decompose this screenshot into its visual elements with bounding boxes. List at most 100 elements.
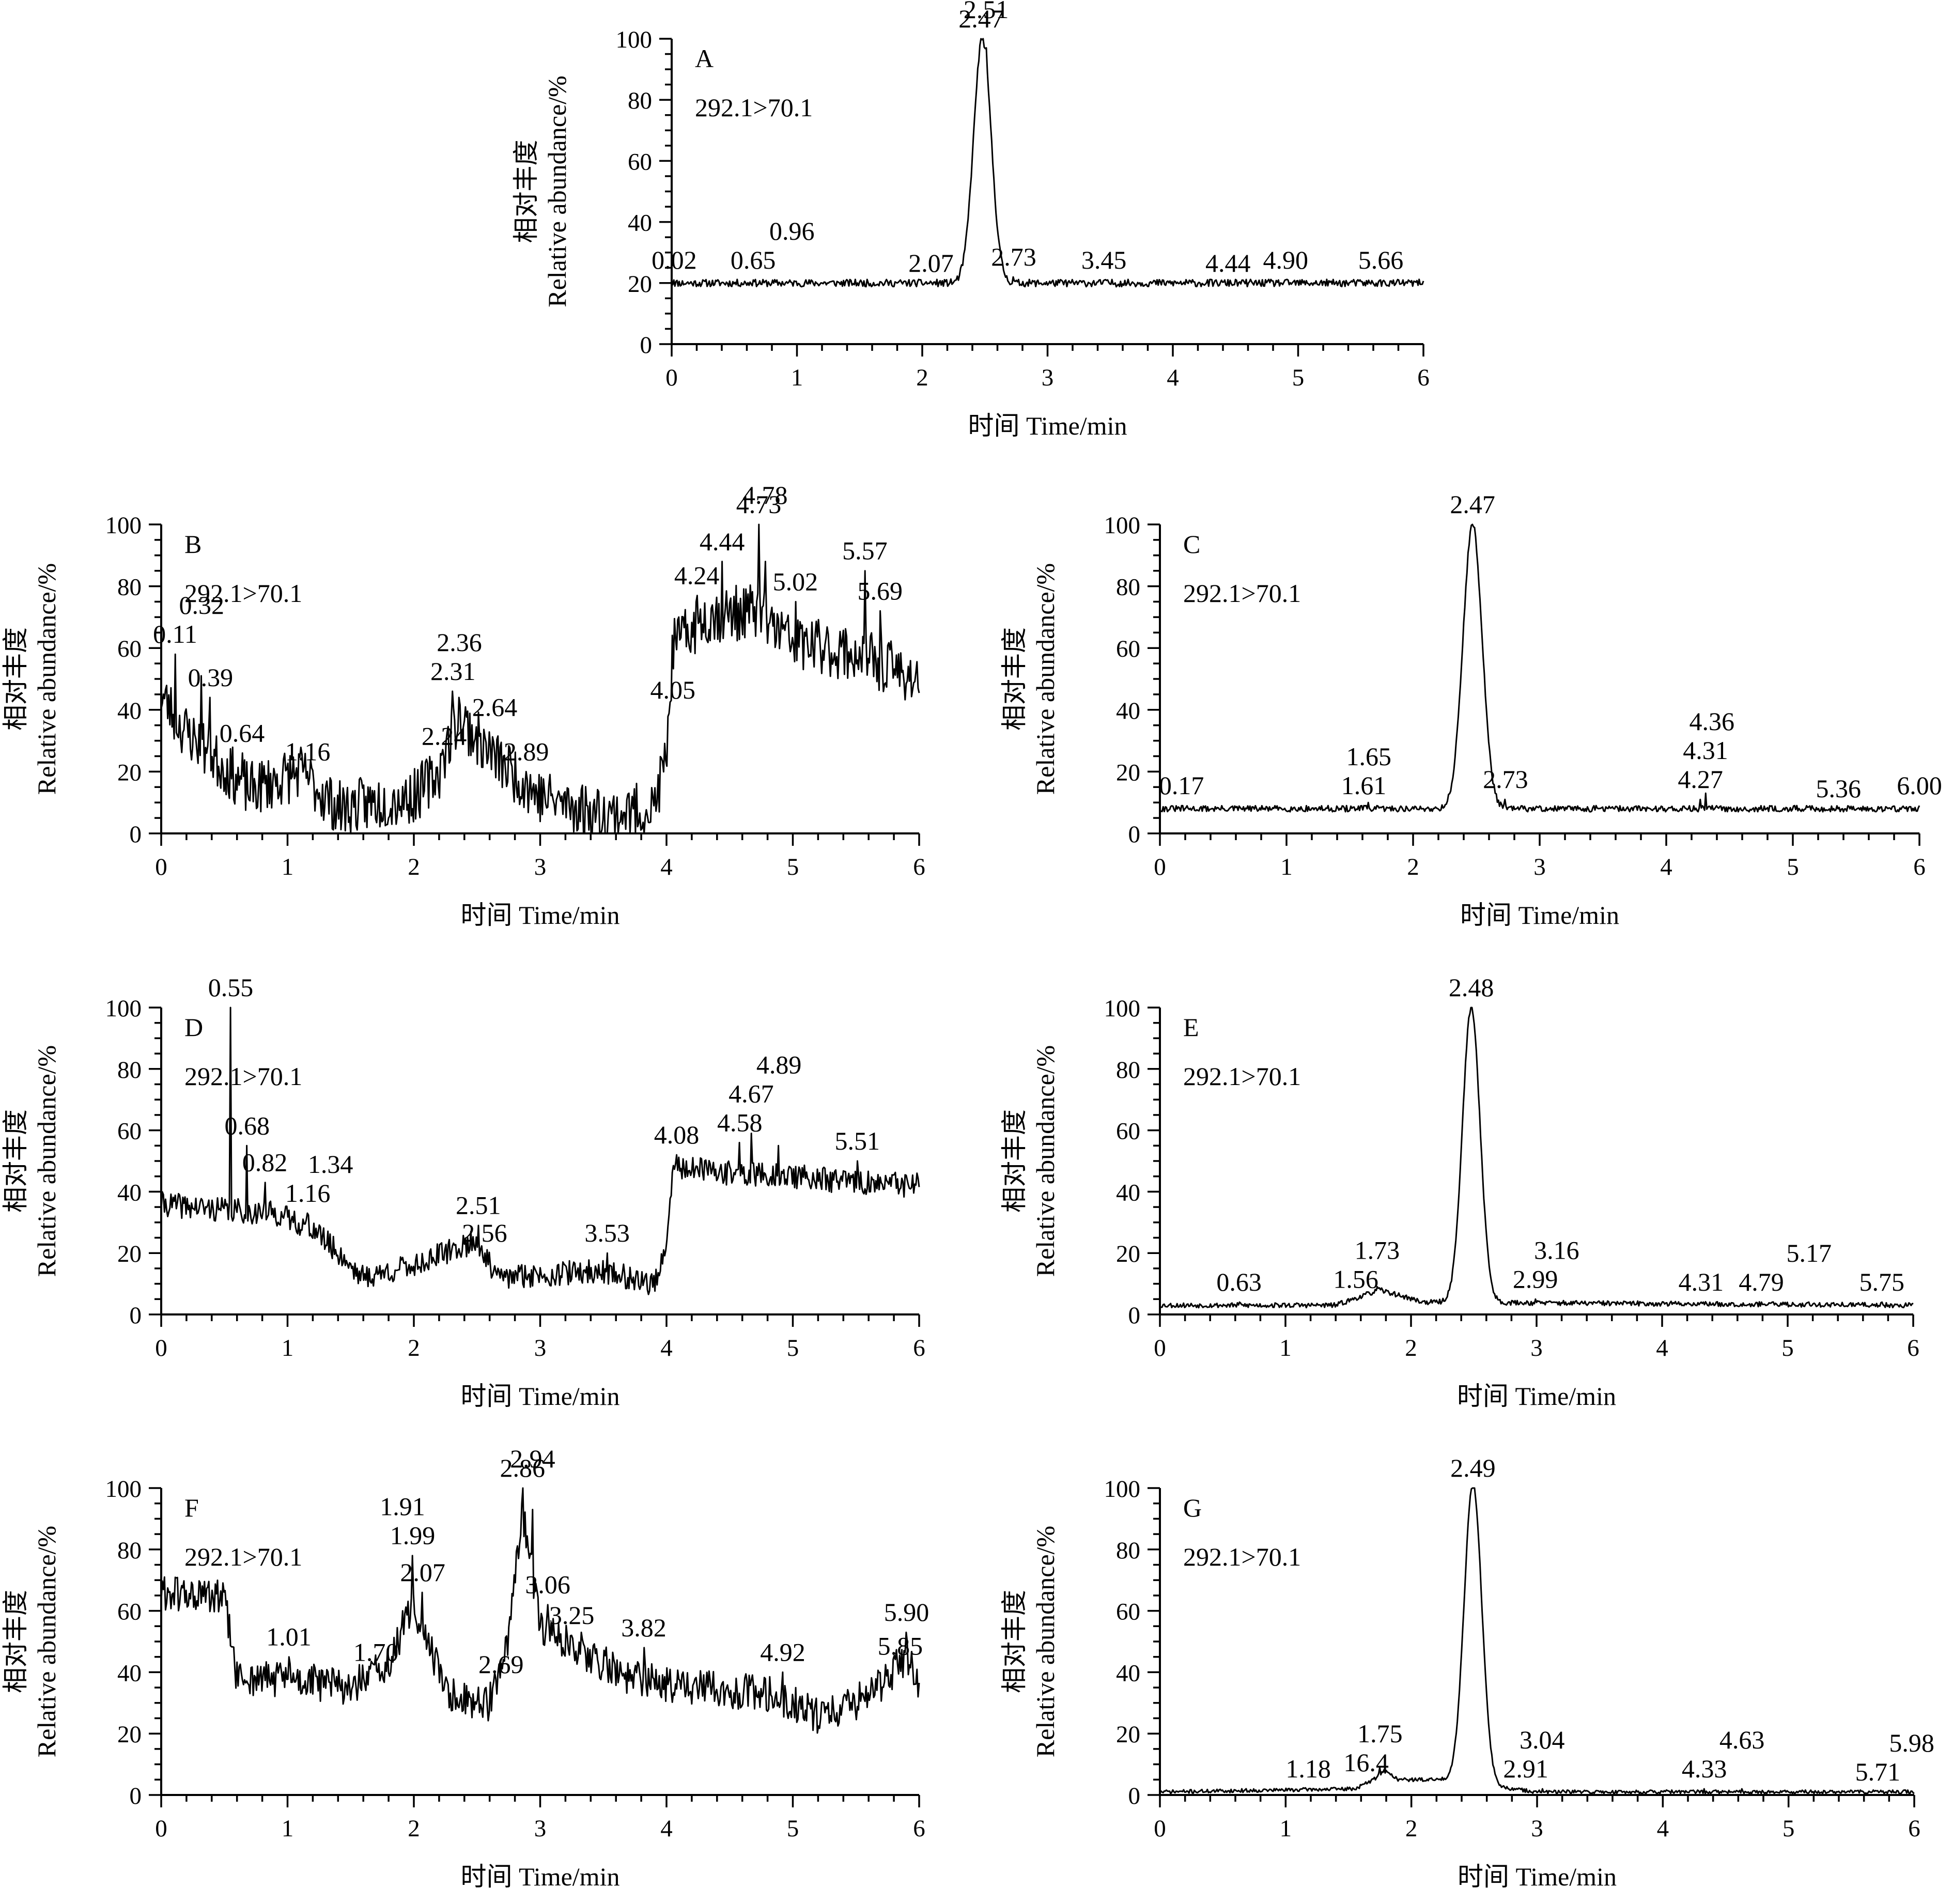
y-tick-label: 20 — [117, 759, 142, 786]
panel-letter: F — [184, 1493, 199, 1522]
x-tick-label: 1 — [282, 854, 294, 880]
transition-label: 292.1>70.1 — [1183, 1062, 1301, 1091]
peak-label: 1.73 — [1355, 1235, 1400, 1264]
y-tick-label: 20 — [117, 1721, 142, 1748]
x-tick-label: 0 — [1154, 1335, 1166, 1361]
y-tick-label: 80 — [1116, 574, 1140, 601]
y-tick-label: 0 — [1128, 1302, 1141, 1329]
peak-label: 1.65 — [1346, 742, 1392, 771]
y-tick-label: 80 — [117, 1057, 142, 1083]
peak-label: 2.91 — [1503, 1754, 1548, 1783]
x-tick-label: 5 — [787, 854, 799, 880]
x-tick-label: 4 — [660, 854, 673, 880]
y-tick-label: 0 — [130, 1783, 142, 1809]
y-axis-title-en: Relative abundance/% — [32, 1526, 61, 1757]
x-tick-label: 3 — [1042, 364, 1054, 391]
peak-label: 4.73 — [736, 490, 782, 519]
x-tick-label: 4 — [660, 1815, 673, 1842]
x-tick-label: 6 — [913, 1815, 925, 1842]
y-tick-label: 0 — [1128, 821, 1141, 848]
panel-letter: C — [1183, 530, 1200, 559]
y-tick-label: 40 — [117, 698, 142, 724]
peak-label: 1.01 — [266, 1622, 312, 1651]
chromatogram-trace — [1159, 523, 1920, 813]
y-axis-title-cn: 相对丰度 — [1000, 627, 1029, 731]
peak-label: 0.65 — [731, 245, 776, 274]
x-tick-label: 1 — [1280, 854, 1293, 880]
chromatogram-trace — [1159, 1007, 1914, 1309]
y-axis-title-cn: 相对丰度 — [1000, 1590, 1029, 1693]
panel-letter: A — [695, 44, 714, 73]
y-tick-label: 40 — [628, 210, 652, 237]
transition-label: 292.1>70.1 — [1183, 1542, 1301, 1571]
peak-label: 4.27 — [1678, 765, 1723, 794]
peak-label: 0.68 — [225, 1111, 270, 1140]
x-tick-label: 6 — [1913, 854, 1926, 880]
peak-label: 3.82 — [621, 1613, 667, 1642]
peak-label: 3.45 — [1081, 245, 1127, 274]
panel-letter: B — [184, 530, 202, 559]
x-tick-label: 4 — [1656, 1335, 1668, 1361]
x-tick-label: 1 — [1280, 1815, 1292, 1842]
y-axis-title-en: Relative abundance/% — [32, 563, 61, 795]
x-tick-label: 1 — [282, 1335, 294, 1361]
y-tick-label: 20 — [628, 271, 652, 298]
y-tick-label: 20 — [1116, 759, 1140, 786]
peak-label: 4.08 — [654, 1120, 700, 1149]
peak-label: 2.56 — [462, 1218, 507, 1247]
peak-label: 1.91 — [380, 1492, 425, 1521]
peak-label: 0.63 — [1216, 1267, 1262, 1296]
x-axis-title: 时间 Time/min — [461, 1382, 620, 1411]
peak-label: 3.16 — [1534, 1235, 1579, 1264]
peak-label: 5.75 — [1859, 1267, 1905, 1296]
y-tick-label: 60 — [1116, 1599, 1140, 1626]
peak-label: 1.56 — [1333, 1264, 1378, 1293]
x-tick-label: 3 — [1533, 854, 1546, 880]
peak-label: 3.06 — [525, 1570, 570, 1599]
peak-label: 1.61 — [1341, 771, 1387, 800]
x-tick-label: 3 — [1530, 1335, 1543, 1361]
peak-label: 2.49 — [1450, 1453, 1496, 1482]
peak-label: 2.64 — [472, 693, 518, 722]
peak-label: 2.69 — [478, 1650, 524, 1679]
x-tick-label: 5 — [1783, 1815, 1795, 1842]
x-axis-title: 时间 Time/min — [461, 1862, 620, 1891]
peak-label: 5.51 — [834, 1126, 880, 1155]
peak-label: 2.24 — [422, 722, 467, 751]
transition-label: 292.1>70.1 — [1183, 579, 1301, 608]
y-tick-label: 40 — [117, 1179, 142, 1206]
y-tick-label: 40 — [117, 1660, 142, 1686]
peak-label: 2.51 — [456, 1191, 501, 1220]
y-tick-label: 80 — [1116, 1537, 1140, 1564]
x-tick-label: 5 — [1787, 854, 1799, 880]
x-tick-label: 1 — [791, 364, 803, 391]
x-tick-label: 3 — [1531, 1815, 1543, 1842]
x-tick-label: 5 — [787, 1815, 799, 1842]
peak-label: 3.25 — [549, 1601, 595, 1630]
y-tick-label: 60 — [628, 148, 652, 175]
y-axis-title-cn: 相对丰度 — [1, 627, 30, 731]
y-tick-label: 100 — [1104, 512, 1141, 539]
peak-label: 2.47 — [1450, 490, 1495, 519]
peak-label: 2.51 — [964, 0, 1009, 24]
x-tick-label: 4 — [1167, 364, 1179, 391]
panel-letter: D — [184, 1013, 203, 1042]
peak-label: 4.67 — [729, 1079, 774, 1108]
x-tick-label: 0 — [1154, 1815, 1166, 1842]
y-tick-label: 40 — [1116, 698, 1140, 724]
peak-label: 6.00 — [1897, 771, 1942, 800]
peak-label: 4.89 — [756, 1050, 802, 1079]
peak-label: 2.94 — [510, 1444, 555, 1473]
peak-label: 4.78 — [742, 481, 788, 509]
x-tick-label: 3 — [534, 1335, 547, 1361]
peak-label: 4.90 — [1263, 245, 1309, 274]
y-tick-label: 60 — [117, 1599, 142, 1626]
peak-label: 5.57 — [842, 536, 888, 565]
peak-label: 4.79 — [1739, 1267, 1784, 1296]
transition-label: 292.1>70.1 — [184, 1542, 302, 1571]
x-tick-label: 3 — [534, 854, 547, 880]
x-axis-title: 时间 Time/min — [1458, 1862, 1617, 1891]
